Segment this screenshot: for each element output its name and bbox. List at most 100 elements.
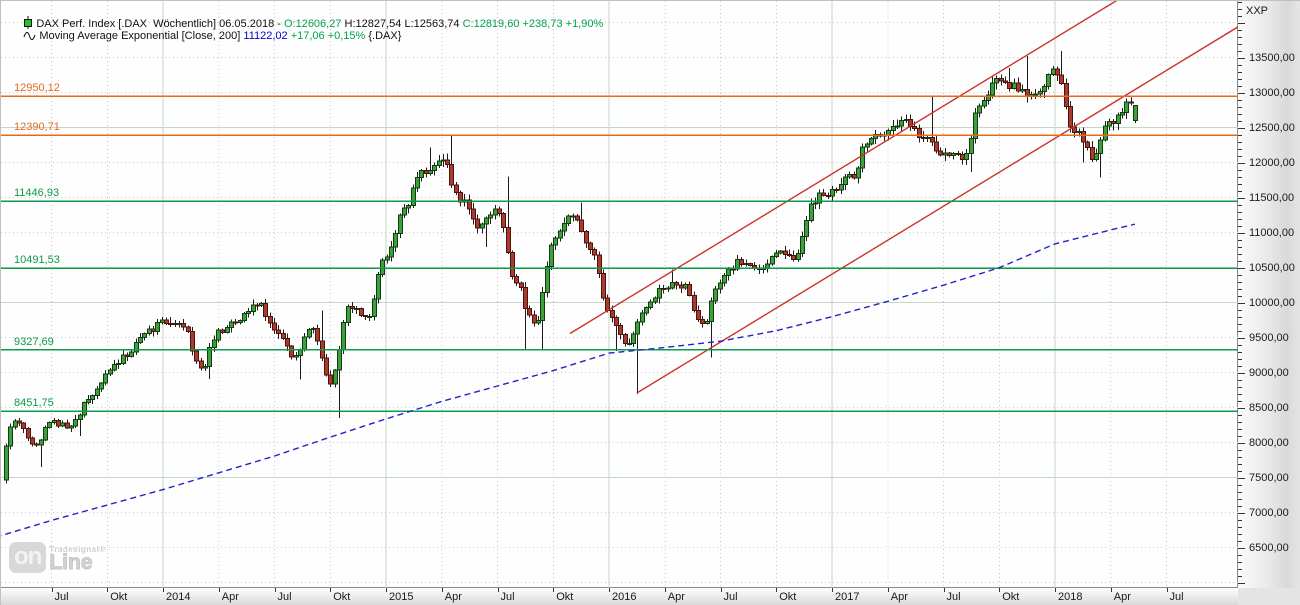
price-axis-label: 7500,00 [1249, 471, 1289, 484]
price-axis-tick [1238, 106, 1242, 108]
indicator-value: 11122,02 [243, 30, 288, 42]
price-axis-tick [1238, 435, 1242, 437]
time-axis-tick [497, 588, 499, 592]
price-axis-tick [1238, 197, 1245, 199]
gridlines [1, 1, 1238, 588]
price-axis-tick [1238, 309, 1242, 311]
price-axis-tick [1238, 449, 1242, 451]
time-axis-label: 2017 [835, 591, 860, 603]
logo-on-box: on [9, 542, 47, 573]
price-axis-tick [1238, 169, 1242, 171]
price-axis-tick [1238, 239, 1242, 241]
trend-channel-lines[interactable] [569, 1, 1238, 394]
time-axis-tick [218, 588, 220, 592]
price-axis-tick [1238, 554, 1242, 556]
price-axis-label: 11500,00 [1249, 191, 1295, 204]
price-axis-label: 10000,00 [1249, 296, 1295, 309]
candlestick-series[interactable] [4, 50, 1138, 484]
price-axis-label: 13000,00 [1249, 86, 1295, 99]
price-axis-title: XXP [1246, 5, 1269, 17]
price-axis-tick [1238, 155, 1242, 157]
level-label[interactable]: 9327,69 [14, 335, 54, 348]
level-label[interactable]: 8451,75 [14, 397, 54, 410]
price-axis-label: 10500,00 [1249, 261, 1295, 274]
time-axis-tick [999, 588, 1001, 592]
price-axis-tick [1238, 267, 1245, 269]
tradesignal-watermark-logo: on Tradesignal® Line [9, 542, 106, 575]
price-axis-tick [1238, 547, 1245, 549]
price-axis-tick [1238, 575, 1242, 577]
candlestick-icon [23, 16, 33, 32]
price-axis-tick [1238, 386, 1242, 388]
indicator-change: +17,06 +0,15% [287, 30, 366, 42]
time-axis-label: Apr [444, 591, 462, 603]
level-label[interactable]: 12390,71 [14, 121, 60, 134]
support-resistance-lines[interactable] [1, 95, 1238, 412]
time-axis-label: Okt [333, 591, 351, 603]
time-axis-tick [107, 588, 109, 592]
indicator-symbol: {.DAX} [365, 30, 402, 42]
time-axis-tick [441, 588, 443, 592]
price-axis-tick [1238, 561, 1242, 563]
price-axis-label: 11000,00 [1249, 226, 1295, 239]
price-axis-tick [1238, 78, 1242, 80]
price-axis-tick [1238, 540, 1242, 542]
time-axis-tick [664, 588, 666, 592]
price-axis-label: 9500,00 [1249, 331, 1289, 344]
price-axis-tick [1238, 162, 1245, 164]
price-axis-tick [1238, 141, 1242, 143]
level-label[interactable]: 12950,12 [14, 82, 60, 95]
price-axis-tick [1238, 64, 1242, 66]
level-label[interactable]: 10491,53 [14, 254, 60, 267]
chart-canvas[interactable] [1, 1, 1238, 588]
close-change-values: C:12819,60 +238,73 +1,90% [462, 18, 604, 30]
price-axis-tick [1238, 36, 1242, 38]
time-axis[interactable]: Jul Okt 2014 Apr Jul Okt 2015 Apr Jul Okt 2016 Apr J… [1, 588, 1238, 605]
time-axis-tick [330, 588, 332, 592]
price-axis-label: 12500,00 [1249, 121, 1295, 134]
time-axis-tick [832, 588, 833, 592]
chart-plot-area[interactable]: DAX Perf. Index [.DAX Wöchentlich] 06.05… [1, 1, 1238, 588]
time-axis-tick [1055, 588, 1056, 592]
price-axis-tick [1238, 1, 1242, 3]
price-axis-label: 8500,00 [1249, 401, 1289, 414]
price-axis-tick [1238, 113, 1242, 115]
time-axis-label: Jul [1169, 591, 1184, 603]
price-axis-tick [1238, 85, 1242, 87]
price-axis[interactable]: XXP 13500,00 13000,00 12500,00 12000,00 1150… [1238, 1, 1300, 588]
price-axis-tick [1238, 358, 1242, 360]
price-axis-tick [1238, 288, 1242, 290]
price-axis-tick [1238, 92, 1245, 94]
price-axis-tick [1238, 407, 1245, 409]
logo-line-text: Line [49, 551, 93, 575]
ema200-line[interactable] [1, 223, 1136, 537]
price-axis-tick [1238, 344, 1242, 346]
symbol-header-row: DAX Perf. Index [.DAX Wöchentlich] 06.05… [5, 4, 603, 44]
axis-corner [1238, 588, 1300, 605]
price-axis-tick [1238, 183, 1242, 185]
price-axis-tick [1238, 176, 1242, 178]
price-axis-tick [1238, 379, 1242, 381]
price-axis-tick [1238, 526, 1242, 528]
symbol-title: DAX Perf. Index [.DAX Wöchentlich] 06.05… [36, 18, 284, 30]
price-axis-tick [1238, 568, 1242, 570]
time-axis-tick [1110, 588, 1112, 592]
open-value: O:12606,27 [283, 18, 342, 30]
logo-brand-text: Tradesignal® [49, 545, 106, 555]
price-axis-tick [1238, 323, 1242, 325]
price-axis-tick [1238, 484, 1242, 486]
time-axis-tick [163, 588, 164, 592]
price-axis-tick [1238, 8, 1242, 10]
price-axis-tick [1238, 400, 1242, 402]
time-axis-tick [887, 588, 889, 592]
time-axis-label: Okt [110, 591, 128, 603]
price-axis-tick [1238, 274, 1242, 276]
time-axis-label: Apr [221, 591, 239, 603]
price-axis-tick [1238, 337, 1245, 339]
level-label[interactable]: 11446,93 [14, 187, 60, 200]
price-axis-tick [1238, 99, 1242, 101]
price-axis-tick [1238, 190, 1242, 192]
time-axis-tick [553, 588, 555, 592]
price-axis-tick [1238, 253, 1242, 255]
time-axis-tick [609, 588, 610, 592]
